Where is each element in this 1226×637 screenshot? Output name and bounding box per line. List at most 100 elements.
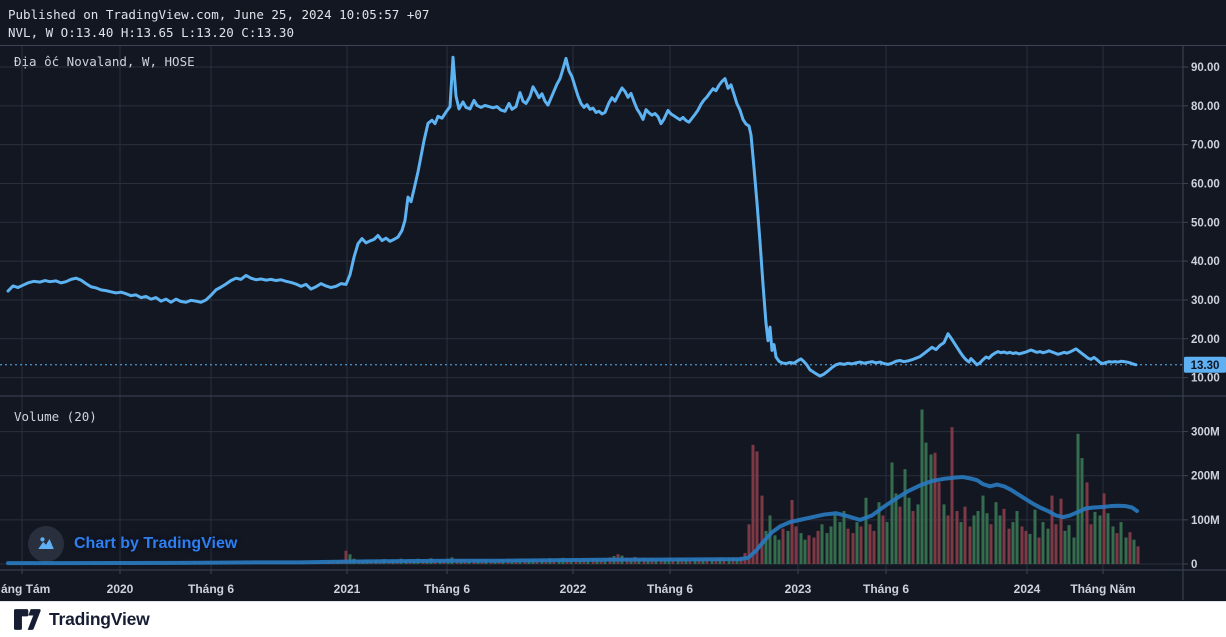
price-axis-label: 90.00 xyxy=(1191,62,1220,74)
volume-bar xyxy=(1020,526,1024,564)
volume-bar xyxy=(654,560,658,564)
volume-bar xyxy=(1033,509,1037,564)
volume-bar xyxy=(851,533,855,564)
volume-ma-line xyxy=(6,475,1139,566)
volume-bar xyxy=(1136,546,1140,564)
price-axis-label: 10.00 xyxy=(1191,373,1220,385)
volume-bar xyxy=(714,558,718,564)
volume-bar xyxy=(950,427,954,564)
x-axis-label: 2021 xyxy=(334,582,361,596)
volume-bar xyxy=(348,554,352,564)
volume-bar xyxy=(994,502,998,564)
volume-bar xyxy=(747,524,751,564)
volume-bar xyxy=(812,537,816,564)
volume-bar xyxy=(981,495,985,564)
volume-bar xyxy=(816,530,820,564)
volume-bar xyxy=(825,533,829,564)
volume-bar xyxy=(1011,522,1015,564)
volume-bar xyxy=(942,504,946,564)
volume-bar xyxy=(829,526,833,564)
volume-bar xyxy=(838,522,842,564)
watermark-label: Chart by TradingView xyxy=(74,535,238,552)
volume-bar xyxy=(768,515,772,564)
volume-bar xyxy=(599,560,603,564)
published-header: Published on TradingView.com, June 25, 2… xyxy=(8,7,430,22)
volume-bar xyxy=(735,558,739,564)
price-axis-label: 60.00 xyxy=(1191,178,1220,190)
volume-bar xyxy=(646,559,650,564)
x-axis-label: 2020 xyxy=(107,582,134,596)
volume-bar xyxy=(697,559,701,564)
volume-bar xyxy=(1098,515,1102,564)
volume-axis-label: 300M xyxy=(1191,427,1220,439)
footer-brand[interactable]: TradingView xyxy=(49,609,150,629)
volume-axis-label: 200M xyxy=(1191,471,1220,483)
volume-bar xyxy=(1041,522,1045,564)
volume-bar xyxy=(764,530,768,564)
volume-bar xyxy=(790,499,794,564)
volume-bar xyxy=(1024,530,1028,564)
volume-bar xyxy=(924,442,928,564)
volume-bar xyxy=(676,559,680,564)
volume-bar xyxy=(1054,524,1058,564)
volume-bar xyxy=(1007,528,1011,564)
volume-bar xyxy=(963,506,967,564)
volume-bar xyxy=(859,526,863,564)
chart-watermark-link[interactable]: Chart by TradingView xyxy=(28,526,237,562)
volume-bar xyxy=(955,511,959,564)
price-axis-label: 40.00 xyxy=(1191,256,1220,268)
x-axis-label: Tháng 6 xyxy=(863,582,909,596)
price-axis-label: 80.00 xyxy=(1191,101,1220,113)
volume-bar xyxy=(760,495,764,564)
volume-bar xyxy=(755,451,759,564)
volume-bar xyxy=(916,504,920,564)
volume-bar xyxy=(659,559,663,564)
volume-bar xyxy=(864,497,868,564)
volume-bar xyxy=(663,559,667,564)
volume-bar xyxy=(890,462,894,564)
volume-bar xyxy=(946,515,950,564)
volume-bar xyxy=(898,506,902,564)
volume-bar xyxy=(684,559,688,564)
volume-bar xyxy=(1115,533,1119,564)
price-pane-title: Địa ốc Novaland, W, HOSE xyxy=(14,54,195,69)
volume-bar xyxy=(972,515,976,564)
volume-bar xyxy=(1089,524,1093,564)
volume-bar xyxy=(722,559,726,564)
tradingview-mark-icon[interactable] xyxy=(14,609,41,630)
volume-bar xyxy=(344,550,348,564)
volume-bar xyxy=(1059,498,1063,564)
price-axis-label: 50.00 xyxy=(1191,217,1220,229)
price-volume-chart: áng Tám 2020 Tháng 6 2021 Tháng 6 2022 Tháng 6… xyxy=(0,45,1226,600)
volume-bar xyxy=(1119,522,1123,564)
volume-bar xyxy=(885,522,889,564)
volume-bar xyxy=(1102,493,1106,564)
volume-bar xyxy=(907,497,911,564)
x-axis-label: áng Tám xyxy=(1,582,50,596)
volume-bar xyxy=(701,559,705,564)
volume-bar xyxy=(911,511,915,564)
volume-bar xyxy=(777,539,781,564)
volume-bar xyxy=(773,535,777,564)
volume-pane-title: Volume (20) xyxy=(14,409,97,424)
volume-bar xyxy=(794,526,798,564)
x-axis-label: Tháng Năm xyxy=(1070,582,1135,596)
volume-bar xyxy=(842,511,846,564)
volume-bar xyxy=(671,560,675,564)
volume-bar xyxy=(877,502,881,564)
volume-bar xyxy=(1128,532,1132,564)
tradingview-chart-logo-icon xyxy=(28,526,64,562)
volume-bar xyxy=(1002,508,1006,564)
x-axis-label: Tháng 6 xyxy=(188,582,234,596)
volume-bar xyxy=(1050,495,1054,564)
volume-bar xyxy=(1037,537,1041,564)
volume-bar xyxy=(959,522,963,564)
volume-bar xyxy=(1072,537,1076,564)
volume-bar xyxy=(872,530,876,564)
volume-bar xyxy=(803,539,807,564)
x-axis-label: Tháng 6 xyxy=(647,582,693,596)
volume-bar xyxy=(1106,513,1110,564)
volume-bar xyxy=(833,514,837,564)
volume-axis-label: 100M xyxy=(1191,515,1220,527)
